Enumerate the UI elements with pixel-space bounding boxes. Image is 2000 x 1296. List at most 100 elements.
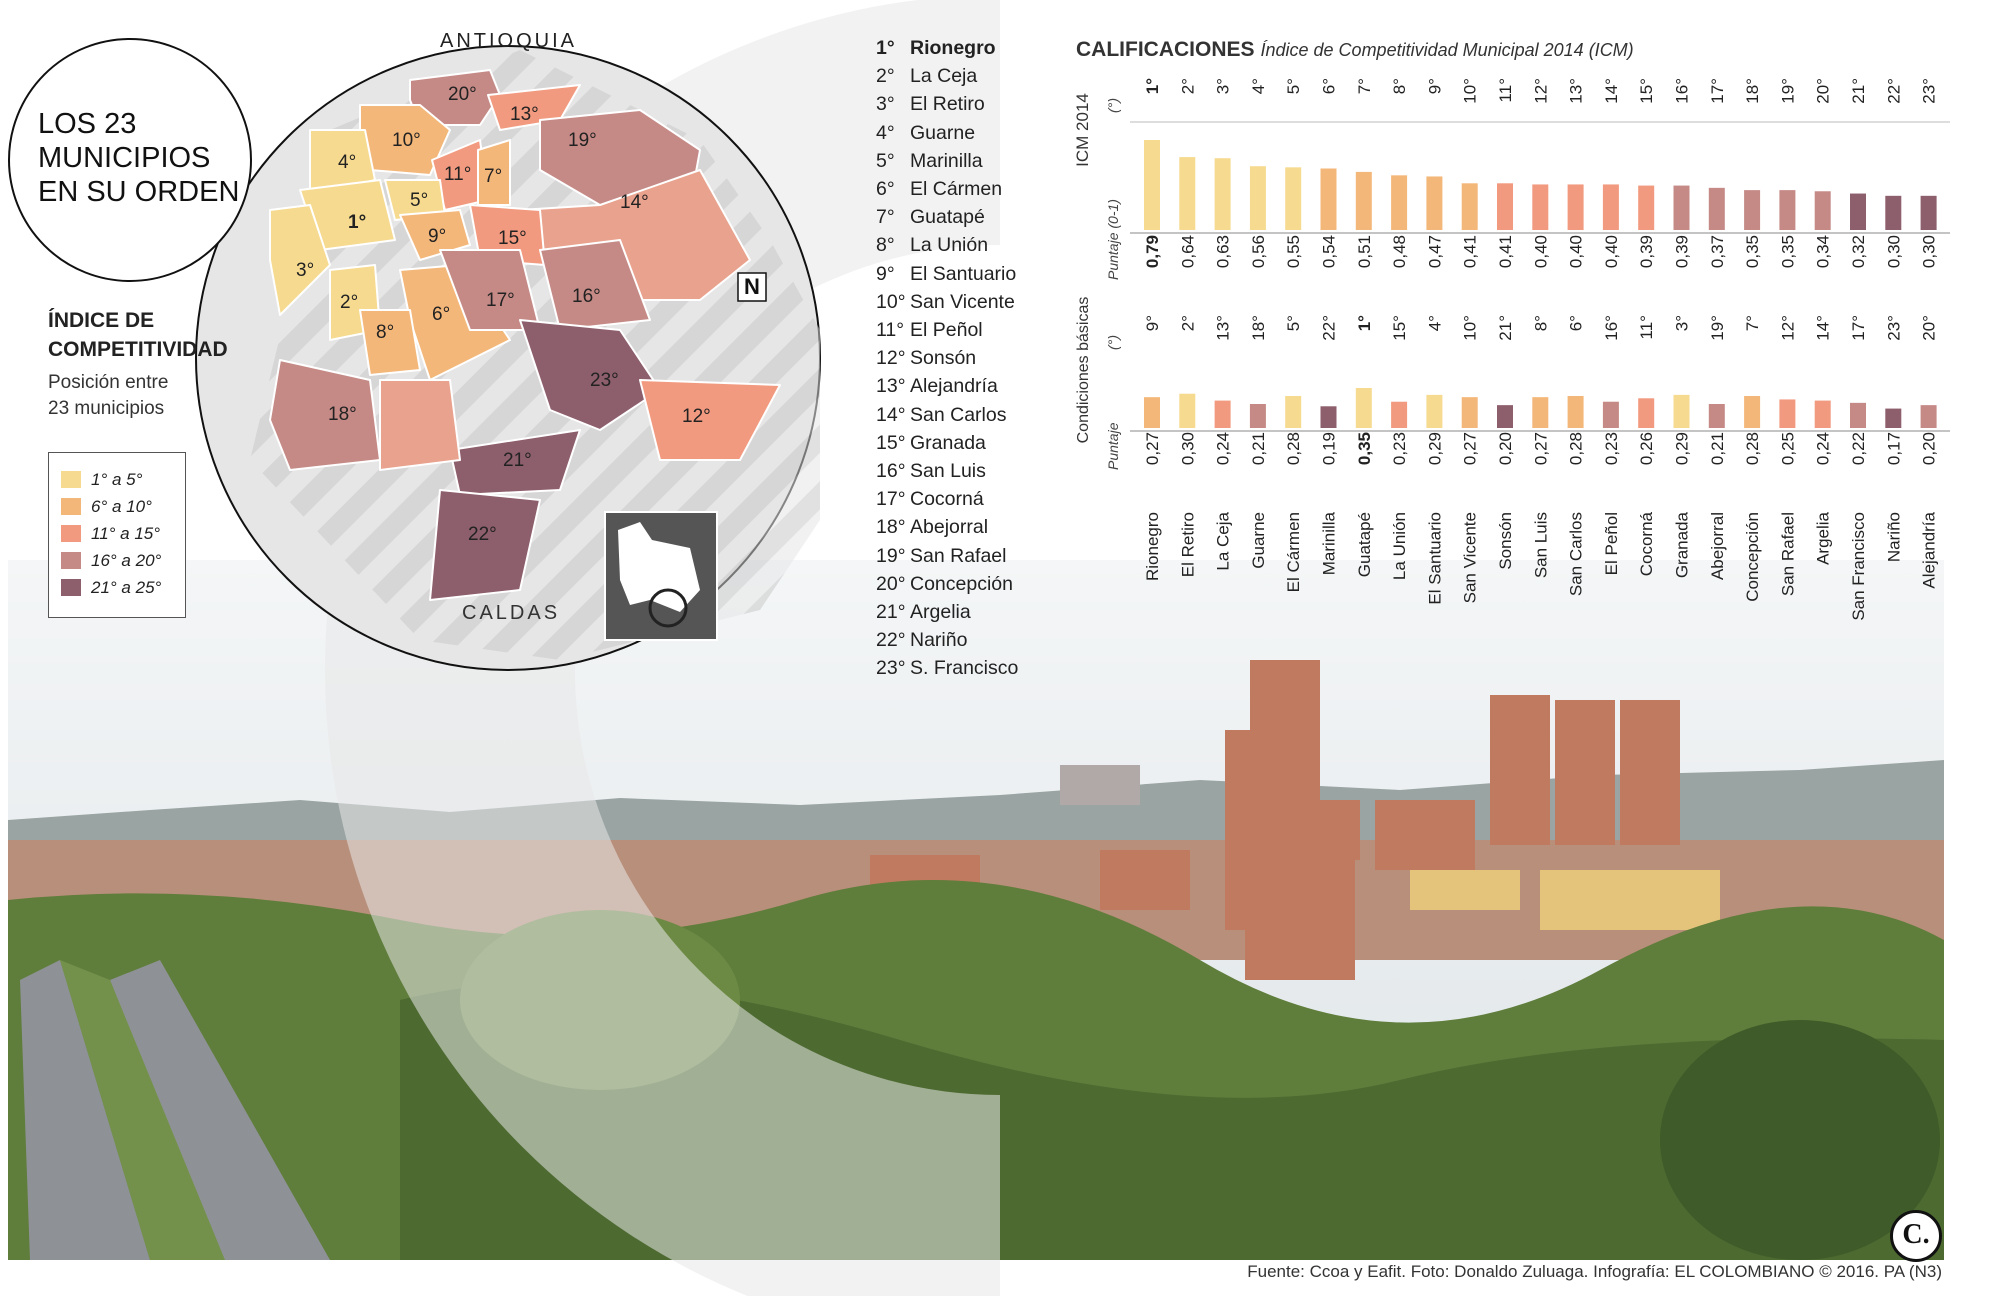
category-label: San Vicente <box>1461 512 1480 603</box>
title-line-2: MUNICIPIOS <box>38 142 211 174</box>
bar-rank-label: 2° <box>1178 78 1197 94</box>
bar-value-label: 0,47 <box>1425 235 1444 268</box>
panel-label: ICM 2014 <box>1073 93 1092 167</box>
bar <box>1179 393 1196 428</box>
bar <box>1320 406 1337 428</box>
bar-rank-label: 7° <box>1743 315 1762 331</box>
ranking-list: 1° Rionegro 2° La Ceja 3° El Retiro 4° Guarne 5°… <box>876 34 1018 683</box>
ranking-rank: 11° <box>876 319 905 342</box>
bar-rank-label: 2° <box>1178 315 1197 331</box>
bar-value-label: 0,24 <box>1214 432 1233 465</box>
bar-rank-label: 18° <box>1249 315 1268 341</box>
value-axis-label: Puntaje (0-1) <box>1105 199 1121 280</box>
bar <box>1391 175 1408 230</box>
category-label: Concepción <box>1743 512 1762 602</box>
ranking-item: 6° El Cármen <box>876 175 1018 203</box>
source-credit: Fuente: Ccoa y Eafit. Foto: Donaldo Zulu… <box>1247 1262 1942 1281</box>
bar-value-label: 0,27 <box>1531 432 1550 465</box>
bar-rank-label: 17° <box>1849 315 1868 341</box>
ranking-name: Alejandría <box>910 375 998 398</box>
bar-rank-label: 12° <box>1531 78 1550 104</box>
bar-value-label: 0,29 <box>1673 432 1692 465</box>
ranking-name: Argelia <box>910 601 971 624</box>
bar <box>1885 408 1902 428</box>
bar-value-label: 0,39 <box>1637 235 1656 268</box>
bar-rank-label: 20° <box>1920 315 1939 341</box>
bar-value-label: 0,34 <box>1814 235 1833 268</box>
category-label: El Peñol <box>1602 512 1621 575</box>
bar-value-label: 0,37 <box>1708 235 1727 268</box>
bar <box>1144 397 1160 428</box>
category-label: San Carlos <box>1567 512 1586 596</box>
bar-rank-label: 10° <box>1461 315 1480 341</box>
bar-value-label: 0,56 <box>1249 235 1268 268</box>
bar <box>1426 176 1443 230</box>
bar-rank-label: 5° <box>1284 315 1303 331</box>
category-label: San Rafael <box>1778 512 1797 596</box>
bar <box>1179 157 1196 230</box>
ranking-item: 19° San Rafael <box>876 542 1018 570</box>
bar-value-label: 0,24 <box>1814 432 1833 465</box>
bar-value-label: 0,35 <box>1743 235 1762 268</box>
bar-rank-label: 19° <box>1778 78 1797 104</box>
legend-label: 16° a 20° <box>91 550 162 570</box>
bar-rank-label: 8° <box>1531 315 1550 331</box>
category-label: La Unión <box>1390 512 1409 580</box>
bar-value-label: 0,39 <box>1673 235 1692 268</box>
bar-rank-label: 20° <box>1814 78 1833 104</box>
bar-rank-label: 14° <box>1814 315 1833 341</box>
ranking-name: Rionegro <box>910 37 996 59</box>
ranking-name: S. Francisco <box>910 657 1019 680</box>
bar-value-label: 0,54 <box>1320 235 1339 268</box>
bar <box>1567 396 1584 428</box>
ranking-rank: 20° <box>876 572 906 595</box>
bar-value-label: 0,23 <box>1602 432 1621 465</box>
category-label: Cocorná <box>1637 511 1656 576</box>
ranking-item: 14° San Carlos <box>876 401 1018 429</box>
legend-item: 16° a 20° <box>61 547 173 574</box>
bar-value-label: 0,22 <box>1849 432 1868 465</box>
ranking-rank: 19° <box>876 544 906 567</box>
ranking-name: El Retiro <box>910 93 985 116</box>
bar <box>1744 190 1761 230</box>
category-label: Granada <box>1673 511 1692 578</box>
ranking-name: San Luis <box>910 460 986 483</box>
ranking-item: 20° Concepción <box>876 570 1018 598</box>
bar-rank-label: 5° <box>1284 78 1303 94</box>
legend-swatch <box>61 579 81 596</box>
bar-rank-label: 8° <box>1390 78 1409 94</box>
ranking-rank: 6° <box>876 178 895 201</box>
bar <box>1850 193 1866 230</box>
legend-label: 1° a 5° <box>91 469 143 489</box>
category-label: Marinilla <box>1320 511 1339 575</box>
bar-rank-label: 13° <box>1567 78 1586 104</box>
ranking-item: 22° Nariño <box>876 626 1018 654</box>
bar <box>1638 398 1655 428</box>
bar <box>1673 185 1690 230</box>
bar-value-label: 0,40 <box>1602 235 1621 268</box>
bar <box>1708 404 1725 428</box>
bar-rank-label: 1° <box>1143 78 1162 94</box>
bar-rank-label: 6° <box>1320 78 1339 94</box>
bar <box>1602 401 1619 428</box>
bar-value-label: 0,51 <box>1355 235 1374 268</box>
ranking-rank: 23° <box>876 657 906 680</box>
index-subtitle-line-2: 23 municipios <box>48 398 165 419</box>
bar-rank-label: 19° <box>1708 315 1727 341</box>
bar-rank-label: 4° <box>1249 78 1268 94</box>
bar <box>1779 190 1796 230</box>
bar <box>1285 396 1302 428</box>
bar <box>1920 195 1937 230</box>
legend-label: 6° a 10° <box>91 496 152 516</box>
icm-bar-chart: ICM 2014 (°) Puntaje (0-1) 1° 0,79 2° 0,64 3° 0,… <box>1073 78 1950 621</box>
ranking-rank: 15° <box>876 431 906 454</box>
ranking-item: 10° San Vicente <box>876 288 1018 316</box>
bar-value-label: 0,55 <box>1284 235 1303 268</box>
bar-value-label: 0,28 <box>1567 432 1586 465</box>
ranking-name: El Cármen <box>910 178 1003 201</box>
index-title: ÍNDICE DE COMPETITIVIDAD <box>48 306 228 364</box>
ranking-rank: 17° <box>876 488 906 511</box>
bar-rank-label: 16° <box>1602 315 1621 341</box>
ranking-rank: 13° <box>876 375 906 398</box>
bar-rank-label: 9° <box>1143 315 1162 331</box>
